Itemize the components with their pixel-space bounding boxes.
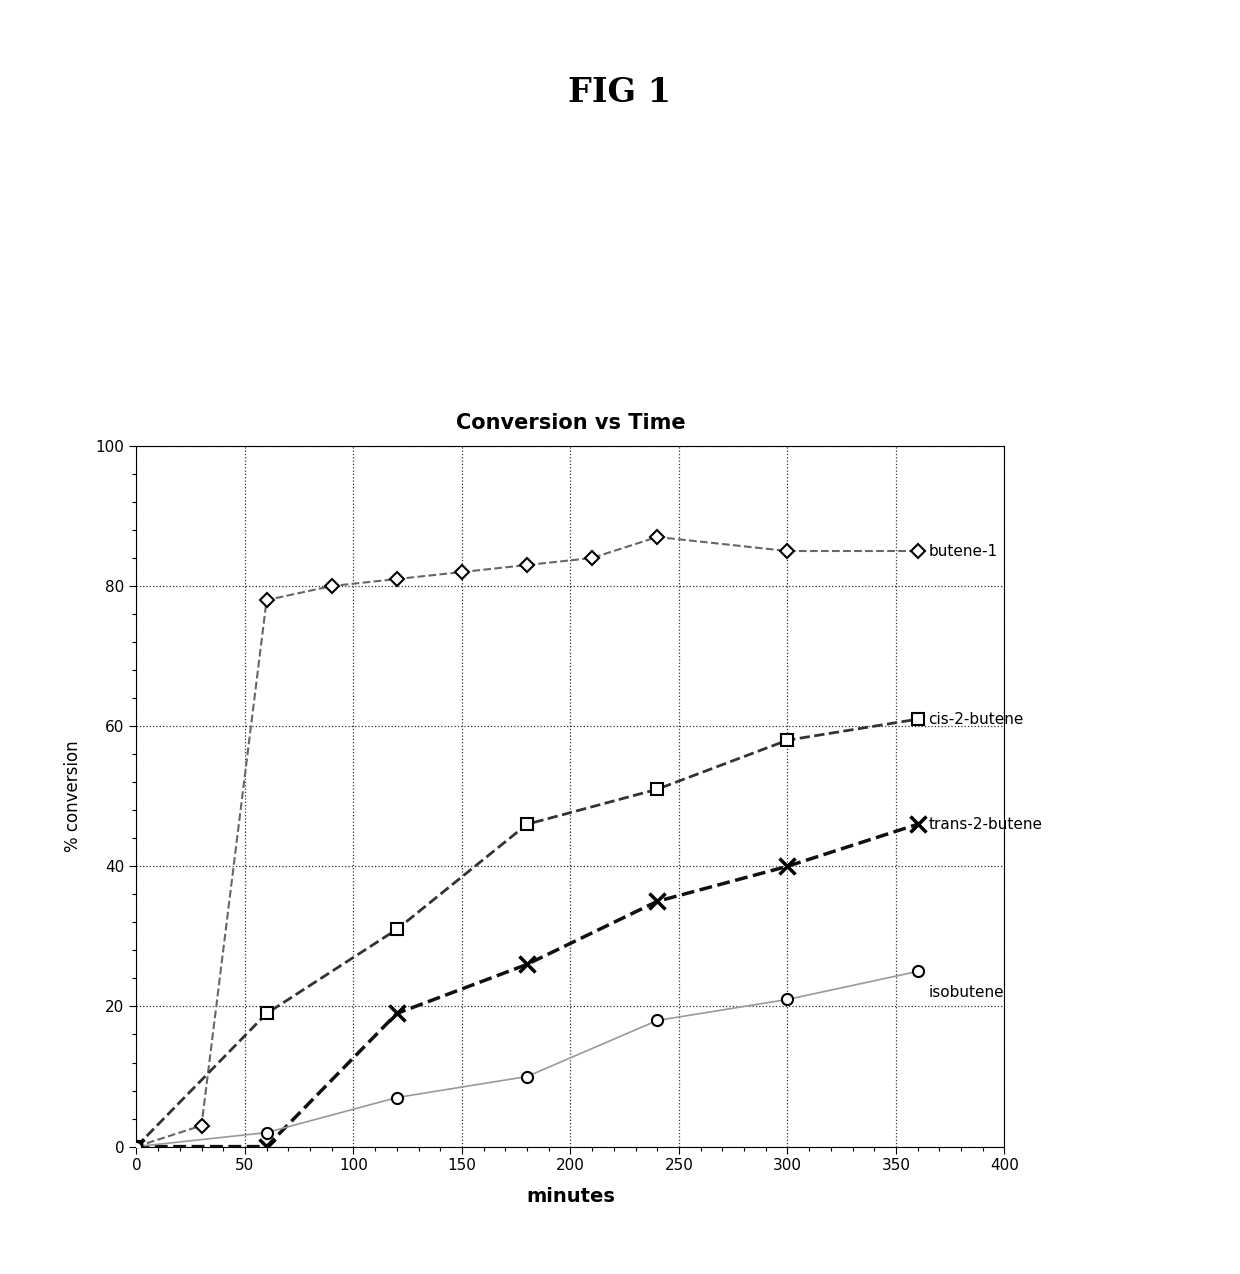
Text: isobutene: isobutene <box>929 985 1004 1000</box>
Y-axis label: % conversion: % conversion <box>63 740 82 852</box>
Text: trans-2-butene: trans-2-butene <box>929 817 1043 832</box>
Text: FIG 1: FIG 1 <box>568 76 672 110</box>
Title: Conversion vs Time: Conversion vs Time <box>455 413 686 433</box>
Text: butene-1: butene-1 <box>929 544 997 558</box>
Text: cis-2-butene: cis-2-butene <box>929 712 1024 726</box>
X-axis label: minutes: minutes <box>526 1187 615 1206</box>
